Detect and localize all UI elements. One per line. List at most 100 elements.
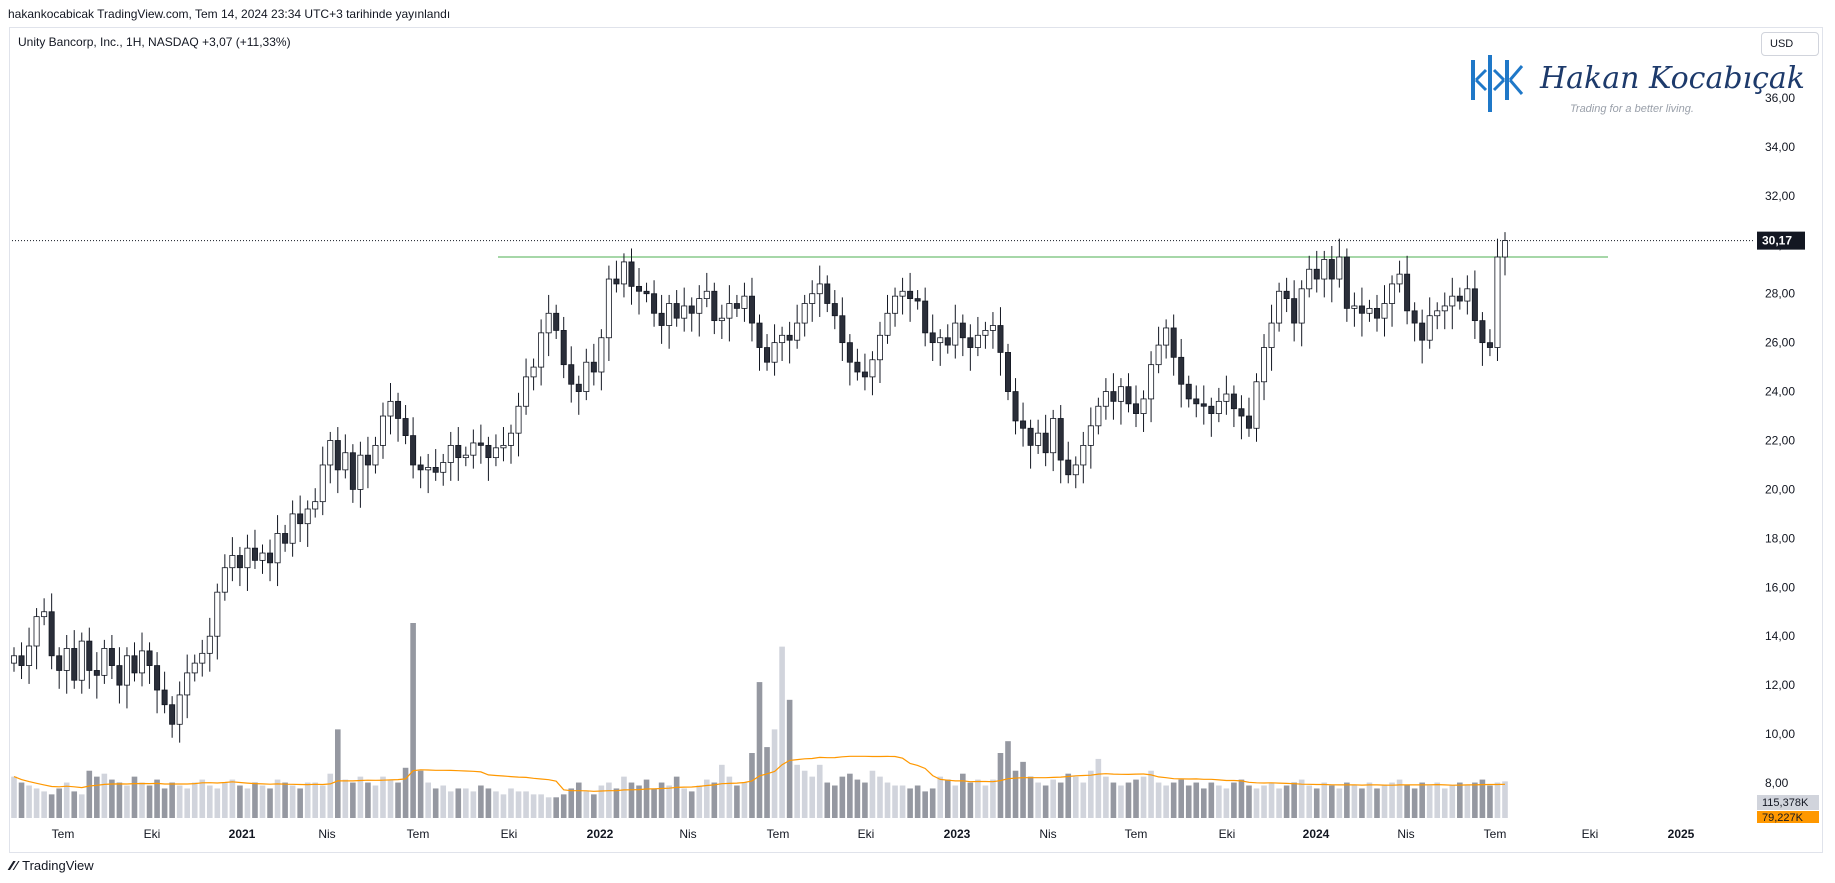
candle-body (1486, 342, 1493, 348)
candle-body (417, 464, 424, 471)
volume-bar (1381, 785, 1388, 818)
volume-bar (1396, 779, 1403, 818)
candle-body (1471, 288, 1478, 322)
volume-bar (1080, 782, 1087, 818)
footer-brand[interactable]: TradingView (22, 858, 94, 873)
volume-bar (914, 785, 921, 818)
volume-bar (1261, 785, 1267, 818)
volume-bar (48, 794, 55, 818)
volume-bar (922, 791, 928, 818)
volume-bar (116, 782, 123, 818)
candle-body (1042, 432, 1049, 454)
volume-bar (1208, 782, 1215, 818)
candle-body (251, 547, 258, 561)
volume-bar (1035, 782, 1041, 818)
candle-body (244, 547, 251, 569)
volume-bar (86, 770, 93, 818)
x-tick-label: Nis (1397, 827, 1414, 841)
volume-bar (319, 785, 326, 818)
volume-bar (1020, 761, 1026, 818)
volume-bar (327, 773, 334, 818)
volume-bar (779, 646, 785, 818)
volume-bar (591, 794, 597, 818)
candle-body (1328, 259, 1335, 280)
currency-button[interactable]: USD (1761, 32, 1819, 56)
volume-bar (508, 788, 514, 818)
candle-body (726, 303, 733, 319)
candle-body (944, 337, 951, 346)
candle-body (929, 332, 936, 344)
candle-body (982, 330, 989, 336)
candle-body (123, 655, 130, 686)
watermark-tagline: Trading for a better living. (1570, 103, 1694, 115)
candle-body (515, 405, 522, 434)
volume-bar (372, 785, 379, 818)
candle-body (364, 454, 371, 466)
volume-bar (184, 788, 190, 818)
volume-bar (312, 782, 319, 818)
candle-body (1479, 320, 1486, 344)
volume-bar (997, 753, 1004, 818)
volume-bar (1487, 785, 1493, 818)
candle-body (824, 283, 831, 304)
candle-body (884, 312, 891, 336)
candle-body (1095, 405, 1102, 427)
volume-bar (214, 788, 221, 818)
candle-body (1321, 259, 1328, 280)
candle-body (1366, 307, 1373, 314)
volume-bar (417, 770, 424, 818)
y-tick-label: 16,00 (1765, 580, 1795, 594)
volume-bar (1268, 782, 1275, 818)
volume-bar (734, 785, 740, 818)
candle-body (771, 342, 778, 363)
y-tick-label: 8,00 (1765, 776, 1789, 790)
candle-body (1276, 290, 1283, 324)
volume-bar (94, 776, 100, 818)
candle-body (1238, 408, 1245, 417)
x-tick-label: Nis (318, 827, 335, 841)
volume-bar (1344, 782, 1350, 818)
candle-body (1193, 398, 1200, 405)
volume-bar (598, 785, 605, 818)
candle-body (899, 290, 906, 297)
candle-body (523, 376, 530, 407)
volume-bar (33, 788, 40, 818)
volume-bar (455, 788, 462, 818)
volume-bar (1125, 782, 1132, 818)
volume-bar (485, 788, 492, 818)
candle-body (914, 298, 921, 302)
volume-ma-tag (1757, 811, 1819, 823)
candle-body (937, 337, 944, 344)
volume-bar (824, 782, 831, 818)
volume-bar (1012, 770, 1019, 818)
volume-bar (1178, 779, 1184, 818)
volume-bar (447, 791, 454, 818)
candle-body (997, 325, 1004, 353)
candle-body (673, 303, 680, 319)
candle-body (553, 312, 560, 331)
volume-bar (1050, 779, 1056, 818)
volume-bar (1449, 785, 1456, 818)
volume-bar (952, 785, 959, 818)
candle-body (1358, 305, 1365, 314)
volume-bar (1140, 776, 1147, 818)
candle-body (432, 467, 439, 473)
volume-bar (801, 770, 808, 818)
candle-body (922, 300, 929, 334)
candle-body (688, 305, 695, 314)
chart-frame (9, 27, 1823, 853)
volume-bar (1306, 785, 1313, 818)
candle-body (1434, 310, 1441, 317)
candle-body (63, 648, 70, 671)
volume-bar (1088, 770, 1094, 818)
candle-body (748, 295, 755, 324)
candle-body (1313, 268, 1320, 280)
candle-body (184, 672, 191, 696)
volume-bar (703, 779, 710, 818)
x-tick-label: 2025 (1668, 827, 1695, 841)
candle-body (1230, 393, 1237, 410)
candle-body (1419, 322, 1426, 341)
candle-body (477, 442, 484, 446)
volume-bar (1426, 785, 1433, 818)
